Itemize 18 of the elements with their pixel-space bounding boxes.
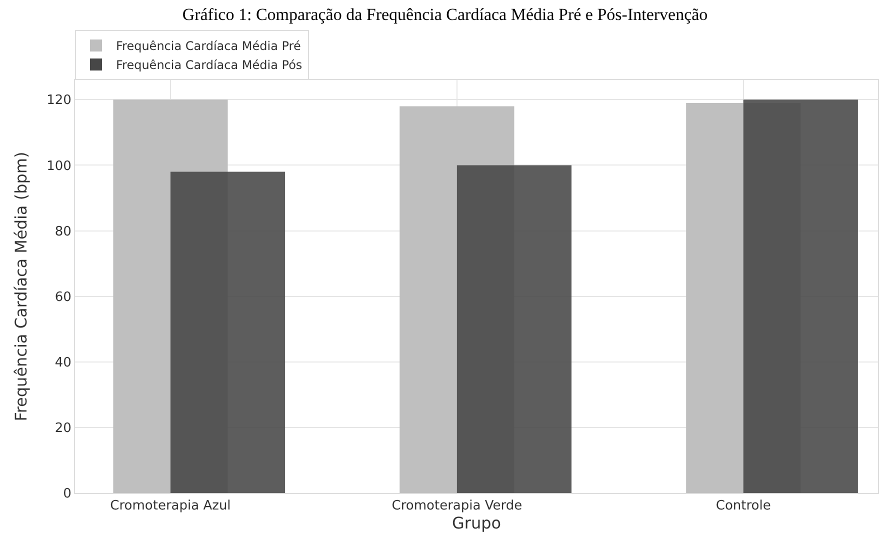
- y-tick-label: 0: [63, 486, 72, 502]
- y-tick-label: 80: [54, 224, 72, 240]
- y-tick-label: 60: [54, 290, 72, 305]
- bar: [743, 100, 858, 493]
- y-tick-label: 20: [54, 420, 72, 436]
- legend-label: Frequência Cardíaca Média Pré: [116, 39, 301, 54]
- y-tick-label: 100: [46, 158, 72, 174]
- x-axis-title: Grupo: [452, 514, 502, 533]
- x-tick-label: Cromoterapia Azul: [110, 498, 231, 514]
- bar: [170, 172, 286, 493]
- x-tick-label: Cromoterapia Verde: [392, 498, 522, 514]
- y-tick-label: 40: [54, 355, 72, 370]
- chart-title: Gráfico 1: Comparação da Frequência Cardíaca Média Pré e Pós-Intervenção: [182, 5, 708, 24]
- bar: [456, 165, 572, 493]
- legend-label: Frequência Cardíaca Média Pós: [116, 58, 302, 72]
- y-axis-title: Frequência Cardíaca Média (bpm): [11, 152, 30, 422]
- y-tick-label: 120: [46, 93, 72, 108]
- x-tick-label: Controle: [716, 498, 771, 514]
